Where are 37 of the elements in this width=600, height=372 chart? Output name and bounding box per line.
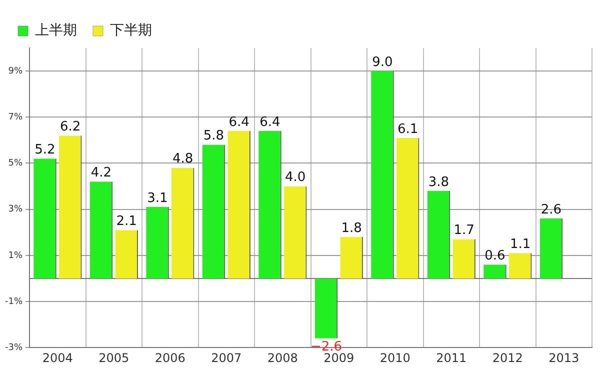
y-tick-label: 9% (8, 66, 23, 76)
y-tick-label: 3% (8, 204, 23, 215)
y-tick-label: 1% (8, 250, 23, 261)
x-tick-label: 2006 (154, 350, 186, 365)
data-label: 3.8 (428, 174, 450, 190)
data-label: 6.1 (397, 122, 418, 137)
data-label: 4.0 (284, 170, 306, 186)
data-label: 2.6 (540, 202, 562, 218)
data-label: 5.8 (203, 128, 224, 144)
data-label: 6.4 (228, 114, 250, 130)
x-tick-label: 2013 (548, 350, 580, 365)
x-tick-label: 2004 (42, 350, 73, 365)
data-label: 4.8 (172, 152, 194, 167)
x-tick-label: 2009 (324, 350, 354, 365)
x-tick-label: 2010 (380, 350, 410, 365)
y-tick-label: 7% (8, 112, 23, 122)
x-tick-label: 2012 (492, 350, 523, 365)
data-label: 5.2 (34, 142, 56, 158)
y-tick-label: -1% (4, 296, 23, 307)
data-label: 1.7 (454, 223, 474, 238)
data-label: 6.4 (260, 114, 280, 130)
x-tick-label: 2008 (267, 350, 298, 365)
data-label: 0.6 (484, 248, 506, 264)
data-label: 1.1 (510, 236, 531, 252)
x-tick-label: 2005 (98, 350, 130, 365)
legend-label: 下半期 (110, 22, 152, 39)
data-label: 6.2 (60, 119, 81, 134)
data-label: 3.1 (147, 190, 168, 206)
legend-label: 上半期 (35, 22, 77, 39)
y-tick-label: -3% (4, 342, 23, 353)
data-label: 4.2 (90, 166, 112, 181)
data-label: 1.8 (341, 220, 362, 236)
x-tick-label: 2011 (436, 350, 467, 365)
data-label: 2.1 (116, 214, 137, 229)
y-tick-label: 5% (8, 158, 23, 169)
x-tick-label: 2007 (211, 350, 242, 365)
data-label: 9.0 (372, 54, 393, 70)
